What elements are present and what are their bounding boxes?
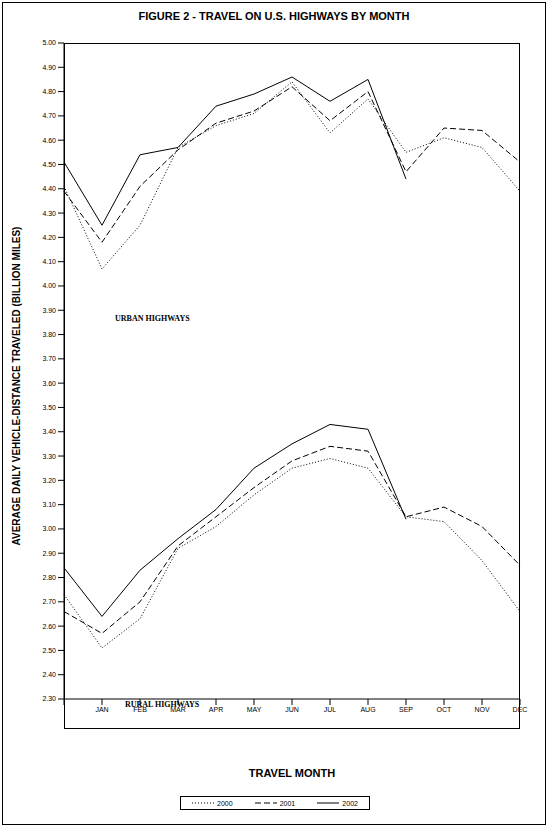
svg-text:2.70: 2.70 bbox=[42, 598, 56, 605]
svg-text:4.40: 4.40 bbox=[42, 185, 56, 192]
svg-text:OCT: OCT bbox=[437, 706, 453, 713]
svg-text:2.50: 2.50 bbox=[42, 647, 56, 654]
svg-text:3.00: 3.00 bbox=[42, 525, 56, 532]
svg-text:3.60: 3.60 bbox=[42, 380, 56, 387]
svg-text:JUL: JUL bbox=[324, 706, 337, 713]
svg-text:4.10: 4.10 bbox=[42, 258, 56, 265]
svg-text:MAY: MAY bbox=[247, 706, 262, 713]
svg-text:2.30: 2.30 bbox=[42, 695, 56, 702]
svg-text:4.70: 4.70 bbox=[42, 112, 56, 119]
svg-text:3.70: 3.70 bbox=[42, 355, 56, 362]
svg-text:4.50: 4.50 bbox=[42, 161, 56, 168]
svg-text:SEP: SEP bbox=[399, 706, 413, 713]
svg-text:DEC: DEC bbox=[513, 706, 528, 713]
svg-text:3.50: 3.50 bbox=[42, 404, 56, 411]
svg-text:AUG: AUG bbox=[360, 706, 375, 713]
svg-text:4.00: 4.00 bbox=[42, 282, 56, 289]
svg-text:3.20: 3.20 bbox=[42, 477, 56, 484]
svg-text:4.90: 4.90 bbox=[42, 64, 56, 71]
svg-text:2.80: 2.80 bbox=[42, 574, 56, 581]
svg-text:4.60: 4.60 bbox=[42, 137, 56, 144]
svg-text:JUN: JUN bbox=[285, 706, 299, 713]
svg-text:4.80: 4.80 bbox=[42, 88, 56, 95]
svg-text:APR: APR bbox=[209, 706, 223, 713]
svg-text:4.20: 4.20 bbox=[42, 234, 56, 241]
svg-text:2.60: 2.60 bbox=[42, 623, 56, 630]
svg-text:5.00: 5.00 bbox=[42, 39, 56, 46]
svg-text:2.90: 2.90 bbox=[42, 550, 56, 557]
svg-text:3.40: 3.40 bbox=[42, 428, 56, 435]
svg-text:3.80: 3.80 bbox=[42, 331, 56, 338]
svg-text:3.90: 3.90 bbox=[42, 307, 56, 314]
svg-text:JAN: JAN bbox=[95, 706, 108, 713]
svg-text:4.30: 4.30 bbox=[42, 210, 56, 217]
svg-text:NOV: NOV bbox=[474, 706, 490, 713]
svg-text:2.40: 2.40 bbox=[42, 671, 56, 678]
svg-text:3.30: 3.30 bbox=[42, 453, 56, 460]
svg-text:3.10: 3.10 bbox=[42, 501, 56, 508]
